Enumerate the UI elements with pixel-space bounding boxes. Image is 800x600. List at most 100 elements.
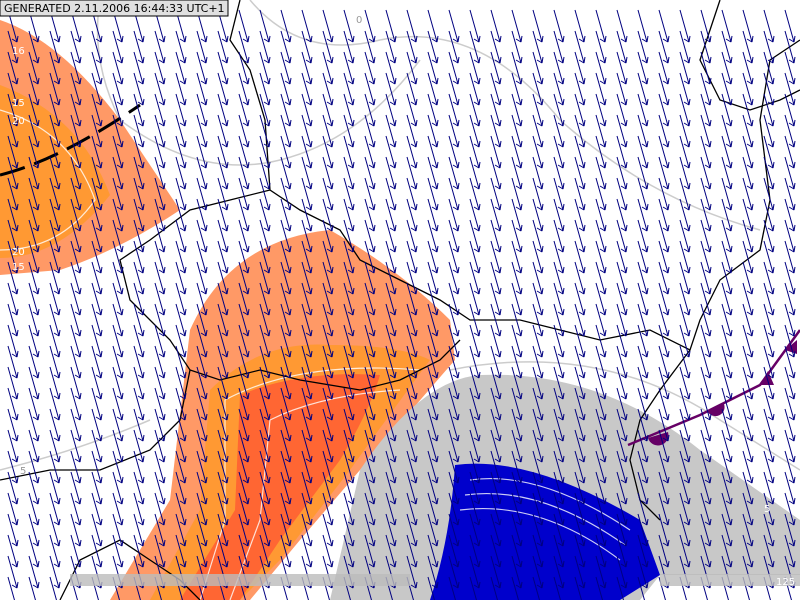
wind-arrow (574, 324, 586, 358)
wind-arrow (511, 408, 523, 442)
wind-arrow (700, 345, 712, 379)
wind-arrow (112, 72, 124, 106)
wind-arrow (154, 471, 166, 505)
wind-arrow (469, 324, 481, 358)
wind-arrow (133, 345, 145, 379)
wind-arrow (448, 555, 460, 589)
wind-arrow (532, 324, 544, 358)
wind-arrow (511, 366, 523, 400)
wind-arrow (49, 240, 61, 274)
wind-arrow (721, 282, 733, 316)
wind-arrow (238, 177, 250, 211)
wind-arrow (154, 429, 166, 463)
wind-arrow (175, 198, 187, 232)
wind-arrow (217, 429, 229, 463)
wind-arrow (385, 450, 397, 484)
wind-arrow (91, 387, 103, 421)
wind-arrow (154, 450, 166, 484)
wind-arrow (364, 303, 376, 337)
wind-arrow (49, 366, 61, 400)
wind-arrow (364, 513, 376, 547)
wind-arrow (700, 450, 712, 484)
wind-arrow (574, 93, 586, 127)
wind-arrow (406, 282, 418, 316)
wind-arrow (238, 93, 250, 127)
wind-arrow (196, 408, 208, 442)
wind-arrow (637, 429, 649, 463)
wind-arrow (700, 9, 712, 43)
wind-arrow (511, 135, 523, 169)
wind-arrow (217, 72, 229, 106)
wind-arrow (595, 261, 607, 295)
wind-arrow (595, 51, 607, 85)
wind-arrow (616, 471, 628, 505)
wind-arrow (7, 387, 19, 421)
wind-arrow (259, 408, 271, 442)
wind-arrow (175, 93, 187, 127)
wind-arrow (469, 471, 481, 505)
wind-arrow (553, 219, 565, 253)
wind-arrow (490, 408, 502, 442)
wind-arrow (343, 366, 355, 400)
wind-arrow (553, 156, 565, 190)
wind-arrow (469, 177, 481, 211)
wind-arrow (637, 345, 649, 379)
wind-arrow (490, 177, 502, 211)
wind-arrow (784, 93, 796, 127)
wind-arrow (133, 513, 145, 547)
wind-arrow (280, 471, 292, 505)
wind-arrow (658, 303, 670, 337)
wind-arrow (658, 429, 670, 463)
wind-arrow (616, 429, 628, 463)
wind-arrow (784, 303, 796, 337)
wind-arrow (700, 72, 712, 106)
wind-arrow (490, 135, 502, 169)
contour-label: 0 (356, 15, 362, 26)
wind-arrow (532, 366, 544, 400)
wind-arrow (532, 30, 544, 64)
wind-arrow (721, 366, 733, 400)
wind-arrow (112, 366, 124, 400)
wind-arrow (49, 324, 61, 358)
wind-arrow (532, 576, 540, 600)
wind-arrow (553, 9, 565, 43)
wind-arrow (700, 156, 712, 190)
wind-arrow (721, 93, 733, 127)
wind-arrow (301, 261, 313, 295)
wind-arrow (427, 429, 439, 463)
wind-arrow (385, 156, 397, 190)
wind-arrow (427, 303, 439, 337)
wind-arrow (700, 93, 712, 127)
wind-arrow (742, 513, 754, 547)
wind-arrow (574, 30, 586, 64)
wind-arrow (700, 492, 712, 526)
wind-arrow (427, 555, 439, 589)
wind-arrow (301, 93, 313, 127)
wind-arrow (196, 93, 208, 127)
wind-arrow (658, 282, 670, 316)
wind-arrow (469, 450, 481, 484)
wind-arrow (259, 198, 271, 232)
wind-arrow (364, 471, 376, 505)
wind-arrow (616, 513, 628, 547)
wind-arrow (385, 177, 397, 211)
wind-arrow (469, 387, 481, 421)
wind-arrow (784, 9, 796, 43)
wind-arrow (763, 240, 775, 274)
wind-arrow (553, 177, 565, 211)
wind-arrow (763, 471, 775, 505)
wind-arrow (448, 345, 460, 379)
wind-arrow (448, 471, 460, 505)
wind-arrow (280, 492, 292, 526)
wind-arrow (637, 114, 649, 148)
wind-arrow (259, 240, 271, 274)
wind-arrow (238, 324, 250, 358)
wind-arrow (7, 324, 19, 358)
wind-arrow (112, 51, 124, 85)
wind-arrow (385, 534, 397, 568)
wind-arrow (721, 534, 733, 568)
wind-arrow (784, 366, 796, 400)
wind-arrow (343, 240, 355, 274)
wind-arrow (133, 177, 145, 211)
wind-arrow (322, 51, 334, 85)
